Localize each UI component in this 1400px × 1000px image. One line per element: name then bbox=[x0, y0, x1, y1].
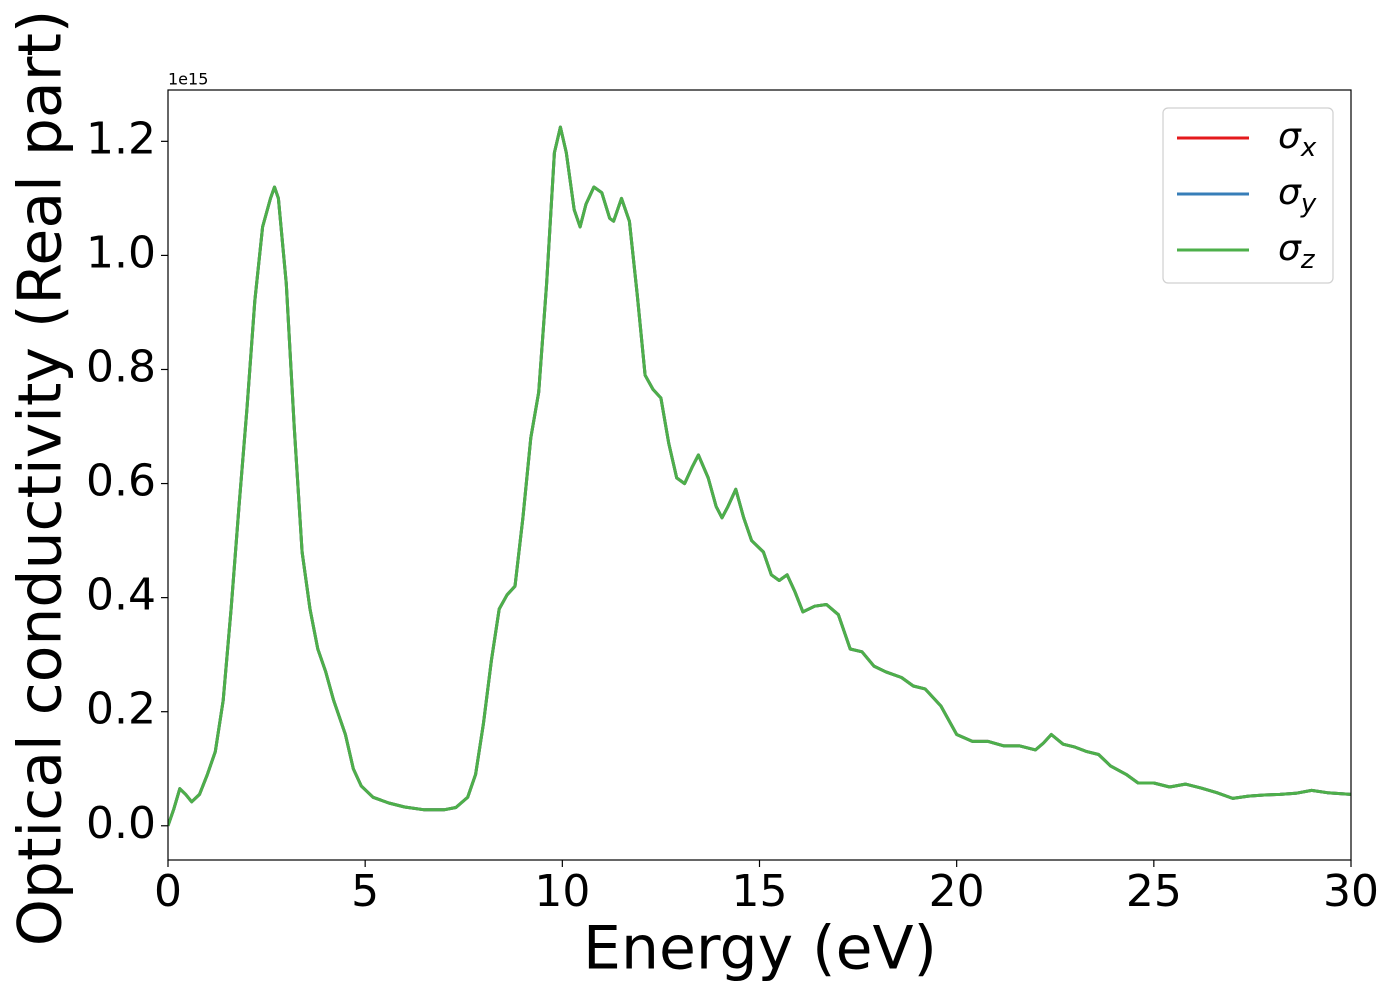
legend-subscript: x bbox=[1300, 133, 1317, 163]
x-tick-label: 30 bbox=[1323, 866, 1379, 917]
x-axis-label: Energy (eV) bbox=[583, 914, 937, 984]
y-tick-label: 1.2 bbox=[86, 113, 156, 164]
legend-symbol: σ bbox=[1278, 172, 1302, 213]
x-tick-label: 25 bbox=[1126, 866, 1182, 917]
plot-frame bbox=[167, 89, 1352, 861]
legend-label: σx bbox=[1278, 116, 1317, 163]
y-tick-label: 0.0 bbox=[86, 798, 156, 849]
x-tick-label: 10 bbox=[534, 866, 590, 917]
y-offset: 1e15 bbox=[168, 70, 208, 89]
x-tick-label: 0 bbox=[154, 866, 182, 917]
legend-symbol: σ bbox=[1278, 228, 1302, 269]
x-tick-label: 15 bbox=[732, 866, 788, 917]
legend-subscript: y bbox=[1300, 189, 1317, 219]
legend-subscript: z bbox=[1300, 245, 1316, 275]
y-tick-label: 1.0 bbox=[86, 227, 156, 278]
legend-symbol: σ bbox=[1278, 116, 1302, 157]
line bbox=[168, 125, 1351, 827]
y-tick-label: 0.2 bbox=[86, 684, 156, 735]
y-tick-label: 0.4 bbox=[86, 570, 156, 621]
y-axis-label: Optical conductivity (Real part) bbox=[6, 10, 76, 947]
x-tick-label: 5 bbox=[351, 866, 379, 917]
y-tick-label: 0.8 bbox=[86, 341, 156, 392]
legend-label: σy bbox=[1278, 172, 1317, 219]
legend-label: σz bbox=[1278, 228, 1316, 275]
x-tick-label: 20 bbox=[929, 866, 985, 917]
y-tick-label: 0.6 bbox=[86, 456, 156, 507]
